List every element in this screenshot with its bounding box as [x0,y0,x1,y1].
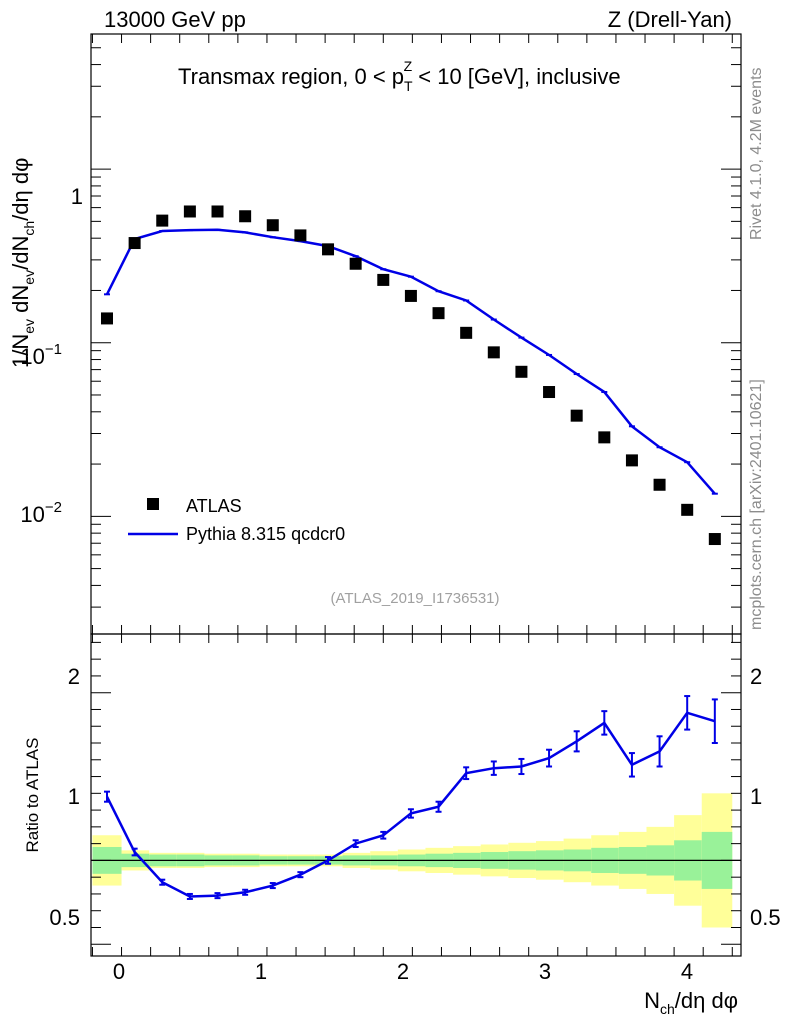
atlas-data-point [183,205,196,218]
main-axis-ticks [91,33,741,634]
atlas-data-point [211,205,224,218]
x-tick-label-1: 1 [255,959,267,984]
atlas-data-point [681,503,694,516]
main-data-layer [100,205,721,546]
ratio-y-tick-label-right-1: 1 [750,784,762,809]
ratio-y-axis-label: Ratio to ATLAS [23,738,42,853]
atlas-data-point [377,273,390,286]
atlas-data-point [598,431,611,444]
main-y-tick-label-0.01: 10−2 [20,499,62,527]
atlas-data-point [349,257,362,270]
header-process: Z (Drell-Yan) [608,7,732,32]
analysis-reference: (ATLAS_2019_I1736531) [330,590,499,607]
atlas-data-point [625,454,638,467]
ratio-y-tick-label-0.5: 0.5 [49,905,80,930]
atlas-data-point [487,346,500,359]
ratio-y-tick-label-2: 2 [68,664,80,689]
atlas-data-point [570,409,583,422]
main-y-tick-label-0.1: 10−1 [20,341,62,369]
atlas-data-point [322,243,335,256]
atlas-data-point [100,312,113,325]
atlas-data-point [460,326,473,339]
ratio-data-layer [103,695,718,900]
ratio-y-tick-label-right-0.5: 0.5 [750,905,781,930]
main-y-axis-label: 1/Nev dNev/dNch/dη dφ [8,158,37,368]
x-tick-label-2: 2 [397,959,409,984]
x-axis-label: Nch/dη dφ [644,988,738,1017]
x-tick-label-3: 3 [539,959,551,984]
side-label-rivet: Rivet 4.1.0, 4.2M events [748,67,765,240]
main-panel: Transmax region, 0 < pTZ < 10 [GeV], inc… [8,33,742,635]
main-frame [90,33,742,635]
atlas-data-point [708,533,721,546]
legend-mc-label: Pythia 8.315 qcdcr0 [186,524,345,544]
atlas-data-point [294,229,307,242]
atlas-data-point [128,237,141,250]
ratio-axis-ticks [91,634,741,956]
header-energy: 13000 GeV pp [104,7,246,32]
atlas-data-point [515,365,528,378]
side-label-mcplots: mcplots.cern.ch [arXiv:2401.10621] [748,379,765,630]
atlas-data-point [543,386,556,399]
legend-atlas-marker [147,498,159,510]
atlas-data-point [156,214,169,227]
atlas-data-point [239,210,252,223]
x-tick-label-4: 4 [681,959,693,984]
mc-series-line [105,228,716,495]
main-y-tick-label-1: 1 [71,184,83,209]
ratio-panel: Ratio to ATLAS 2 1 0.5 2 1 0.5 0 1 2 3 4… [23,633,781,1017]
plot-title: Transmax region, 0 < pTZ < 10 [GeV], inc… [178,58,621,94]
legend-atlas-label: ATLAS [186,496,242,516]
atlas-data-point [432,307,445,320]
atlas-data-point [653,478,666,491]
atlas-data-point [266,219,279,232]
atlas-data-point [404,289,417,302]
ratio-y-tick-label-1: 1 [68,784,80,809]
x-tick-label-0: 0 [113,959,125,984]
ratio-y-tick-label-right-2: 2 [750,664,762,689]
ratio-frame [90,633,742,957]
legend: ATLAS Pythia 8.315 qcdcr0 [128,496,345,544]
